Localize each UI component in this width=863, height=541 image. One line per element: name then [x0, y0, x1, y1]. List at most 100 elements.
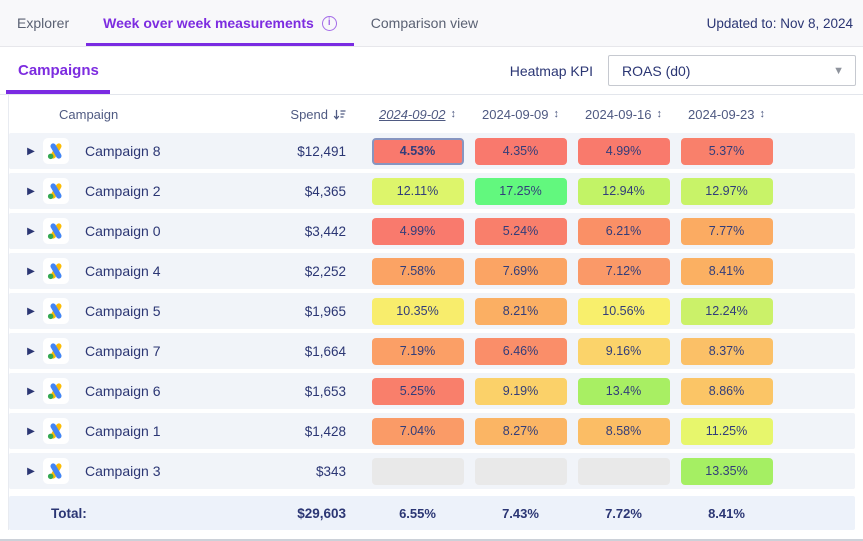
table-row: ▶ Campaign 8 $12,491 4.53% 4.35% 4.99% 5.37%: [9, 133, 855, 169]
expand-row-button[interactable]: ▶: [27, 146, 35, 157]
campaign-spend: $1,653: [304, 383, 346, 399]
campaign-name[interactable]: Campaign 6: [85, 383, 161, 399]
table-row: ▶ Campaign 7 $1,664 7.19% 6.46% 9.16% 8.37%: [9, 333, 855, 369]
campaign-name[interactable]: Campaign 5: [85, 303, 161, 319]
tab-week-over-week[interactable]: Week over week measurements i: [86, 0, 354, 46]
tab-explorer-label: Explorer: [17, 15, 70, 31]
table-row: ▶ Campaign 3 $343 13.35%: [9, 453, 855, 489]
google-ads-icon: [43, 338, 69, 364]
google-ads-icon: [43, 138, 69, 164]
heatmap-cell[interactable]: 13.35%: [680, 457, 773, 485]
heatmap-cell[interactable]: 11.25%: [680, 417, 773, 445]
date-header-label: 2024-09-16: [585, 106, 652, 122]
heatmap-kpi-dropdown[interactable]: ROAS (d0) ▼: [608, 55, 856, 86]
google-ads-icon: [43, 458, 69, 484]
tab-explorer[interactable]: Explorer: [0, 0, 86, 46]
expand-triangle-icon: ▶: [27, 425, 35, 437]
expand-row-button[interactable]: ▶: [27, 306, 35, 317]
campaign-spend: $3,442: [304, 223, 346, 239]
heatmap-cell[interactable]: 10.56%: [577, 297, 670, 325]
heatmap-cell[interactable]: 7.04%: [371, 417, 464, 445]
heatmap-cell-empty[interactable]: [371, 457, 464, 485]
heatmap-cell[interactable]: 7.69%: [474, 257, 567, 285]
column-header-date-1[interactable]: 2024-09-02 ↕: [379, 107, 456, 122]
google-ads-icon: [43, 418, 69, 444]
info-icon[interactable]: i: [321, 15, 337, 31]
campaign-name[interactable]: Campaign 3: [85, 463, 161, 479]
total-value: 7.72%: [605, 505, 642, 521]
heatmap-cell[interactable]: 4.99%: [371, 217, 464, 245]
campaign-source: [43, 338, 83, 364]
campaign-spend: $1,428: [304, 423, 346, 439]
campaign-name[interactable]: Campaign 0: [85, 223, 161, 239]
campaign-spend: $2,252: [304, 263, 346, 279]
heatmap-cell[interactable]: 12.24%: [680, 297, 773, 325]
expand-row-button[interactable]: ▶: [27, 226, 35, 237]
campaign-name[interactable]: Campaign 4: [85, 263, 161, 279]
heatmap-cell-empty[interactable]: [577, 457, 670, 485]
tab-comparison-view[interactable]: Comparison view: [354, 0, 495, 46]
heatmap-cell[interactable]: 5.25%: [371, 377, 464, 405]
column-header-spend[interactable]: Spend: [290, 107, 348, 122]
heatmap-cell[interactable]: 12.97%: [680, 177, 773, 205]
sort-updown-icon: ↕: [553, 108, 560, 120]
campaign-name[interactable]: Campaign 1: [85, 423, 161, 439]
heatmap-cell[interactable]: 4.99%: [577, 137, 670, 165]
heatmap-cell[interactable]: 6.46%: [474, 337, 567, 365]
campaign-name[interactable]: Campaign 7: [85, 343, 161, 359]
column-header-date-3[interactable]: 2024-09-16 ↕: [585, 107, 662, 122]
heatmap-cell[interactable]: 7.12%: [577, 257, 670, 285]
total-label: Total:: [51, 505, 87, 521]
heatmap-cell[interactable]: 10.35%: [371, 297, 464, 325]
campaign-source: [43, 298, 83, 324]
expand-row-button[interactable]: ▶: [27, 466, 35, 477]
heatmap-cell[interactable]: 8.86%: [680, 377, 773, 405]
table-body: ▶ Campaign 8 $12,491 4.53% 4.35% 4.99% 5.37% ▶ C…: [9, 133, 855, 489]
column-header-date-4[interactable]: 2024-09-23 ↕: [688, 107, 765, 122]
dropdown-caret-icon: ▼: [833, 64, 844, 77]
column-header-date-2[interactable]: 2024-09-09 ↕: [482, 107, 559, 122]
campaigns-section-tab[interactable]: Campaigns: [18, 62, 99, 79]
heatmap-cell[interactable]: 7.58%: [371, 257, 464, 285]
heatmap-cell[interactable]: 8.27%: [474, 417, 567, 445]
expand-triangle-icon: ▶: [27, 225, 35, 237]
heatmap-cell[interactable]: 13.4%: [577, 377, 670, 405]
heatmap-cell-empty[interactable]: [474, 457, 567, 485]
total-spend: $29,603: [297, 505, 346, 521]
campaign-source: [43, 138, 83, 164]
heatmap-cell[interactable]: 8.41%: [680, 257, 773, 285]
heatmap-cell[interactable]: 4.35%: [474, 137, 567, 165]
expand-row-button[interactable]: ▶: [27, 266, 35, 277]
heatmap-cell[interactable]: 6.21%: [577, 217, 670, 245]
heatmap-cell[interactable]: 4.53%: [371, 137, 464, 165]
total-value: 6.55%: [399, 505, 436, 521]
heatmap-cell[interactable]: 7.19%: [371, 337, 464, 365]
heatmap-cell[interactable]: 12.94%: [577, 177, 670, 205]
heatmap-cell[interactable]: 8.21%: [474, 297, 567, 325]
campaign-spend: $1,965: [304, 303, 346, 319]
expand-row-button[interactable]: ▶: [27, 346, 35, 357]
heatmap-cell[interactable]: 8.58%: [577, 417, 670, 445]
heatmap-cell[interactable]: 9.19%: [474, 377, 567, 405]
total-value: 8.41%: [708, 505, 745, 521]
table-row: ▶ Campaign 0 $3,442 4.99% 5.24% 6.21% 7.77%: [9, 213, 855, 249]
expand-triangle-icon: ▶: [27, 465, 35, 477]
total-row: Total: $29,603 6.55% 7.43% 7.72% 8.41%: [9, 496, 855, 530]
heatmap-cell[interactable]: 5.37%: [680, 137, 773, 165]
table-row: ▶ Campaign 5 $1,965 10.35% 8.21% 10.56% 12.24%: [9, 293, 855, 329]
campaign-name[interactable]: Campaign 8: [85, 143, 161, 159]
heatmap-cell[interactable]: 7.77%: [680, 217, 773, 245]
campaigns-heatmap-table: Campaign Spend 2024-09-02 ↕: [8, 95, 855, 530]
expand-triangle-icon: ▶: [27, 345, 35, 357]
heatmap-cell[interactable]: 5.24%: [474, 217, 567, 245]
expand-row-button[interactable]: ▶: [27, 186, 35, 197]
expand-row-button[interactable]: ▶: [27, 426, 35, 437]
heatmap-cell[interactable]: 9.16%: [577, 337, 670, 365]
date-header-label: 2024-09-09: [482, 106, 549, 122]
heatmap-cell[interactable]: 17.25%: [474, 177, 567, 205]
expand-triangle-icon: ▶: [27, 145, 35, 157]
campaign-name[interactable]: Campaign 2: [85, 183, 161, 199]
heatmap-cell[interactable]: 8.37%: [680, 337, 773, 365]
expand-row-button[interactable]: ▶: [27, 386, 35, 397]
heatmap-cell[interactable]: 12.11%: [371, 177, 464, 205]
